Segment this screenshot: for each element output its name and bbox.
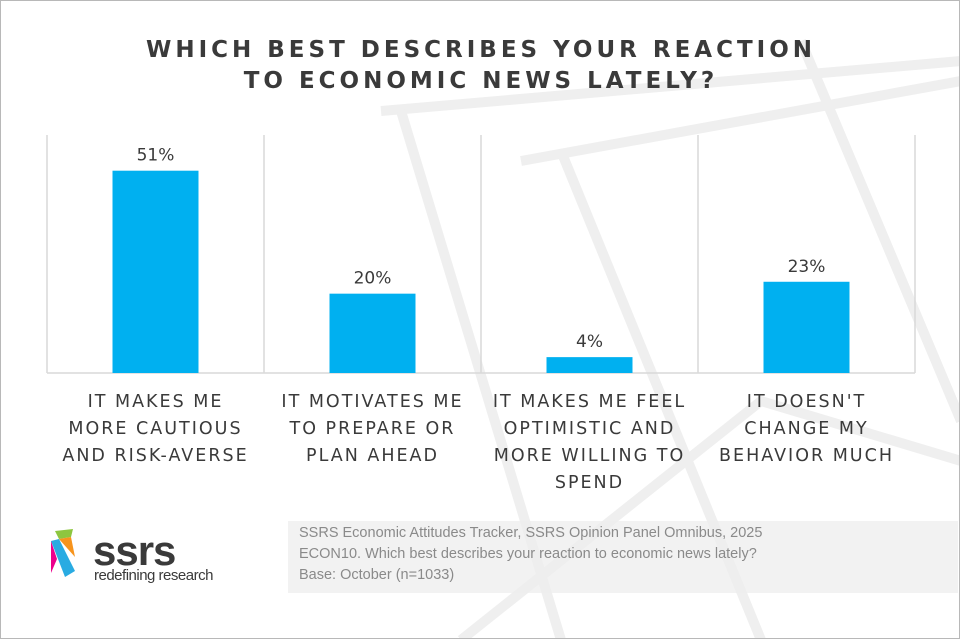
category-label-line: MORE WILLING TO bbox=[493, 446, 686, 466]
ssrs-logo-icon bbox=[51, 529, 75, 577]
logo-wordmark: ssrs bbox=[93, 527, 176, 574]
logo-tagline: redefining research bbox=[94, 567, 213, 584]
category-label-line: MORE CAUTIOUS bbox=[68, 419, 243, 439]
chart-title: WHICH BEST DESCRIBES YOUR REACTION TO EC… bbox=[1, 35, 959, 97]
category-label-line: OPTIMISTIC AND bbox=[503, 419, 676, 439]
category-label-line: PLAN AHEAD bbox=[306, 446, 439, 466]
category-label: IT MAKES ME FEEL OPTIMISTIC AND MORE WILLI… bbox=[481, 389, 698, 497]
source-line: SSRS Economic Attitudes Tracker, SSRS Op… bbox=[299, 525, 763, 541]
category-label-line: TO PREPARE OR bbox=[289, 419, 456, 439]
data-label: 51% bbox=[137, 146, 175, 166]
base-line: Base: October (n=1033) bbox=[299, 567, 455, 583]
category-label-line: IT DOESN'T bbox=[746, 392, 867, 412]
category-label: IT MOTIVATES ME TO PREPARE OR PLAN AHEAD bbox=[264, 389, 481, 470]
category-label-line: IT MOTIVATES ME bbox=[281, 392, 464, 412]
title-line: TO ECONOMIC NEWS LATELY? bbox=[243, 68, 719, 94]
category-label-line: AND RISK-AVERSE bbox=[62, 446, 249, 466]
bar bbox=[546, 357, 633, 373]
bar bbox=[112, 170, 199, 373]
question-line: ECON10. Which best describes your reacti… bbox=[299, 546, 757, 562]
bar bbox=[329, 293, 416, 373]
category-label-line: IT MAKES ME FEEL bbox=[492, 392, 687, 412]
category-label: IT MAKES ME MORE CAUTIOUS AND RISK-AVERSE bbox=[47, 389, 264, 470]
title-line: WHICH BEST DESCRIBES YOUR REACTION bbox=[145, 37, 817, 63]
category-label-line: SPEND bbox=[554, 473, 625, 493]
bar bbox=[763, 281, 850, 373]
data-label: 23% bbox=[788, 257, 826, 277]
source-note: SSRS Economic Attitudes Tracker, SSRS Op… bbox=[288, 521, 958, 593]
category-label-line: BEHAVIOR MUCH bbox=[719, 446, 894, 466]
data-label: 4% bbox=[576, 332, 603, 352]
data-label: 20% bbox=[354, 269, 392, 289]
category-label: IT DOESN'T CHANGE MY BEHAVIOR MUCH bbox=[698, 389, 915, 470]
category-label-line: CHANGE MY bbox=[744, 419, 869, 439]
category-label-line: IT MAKES ME bbox=[87, 392, 224, 412]
